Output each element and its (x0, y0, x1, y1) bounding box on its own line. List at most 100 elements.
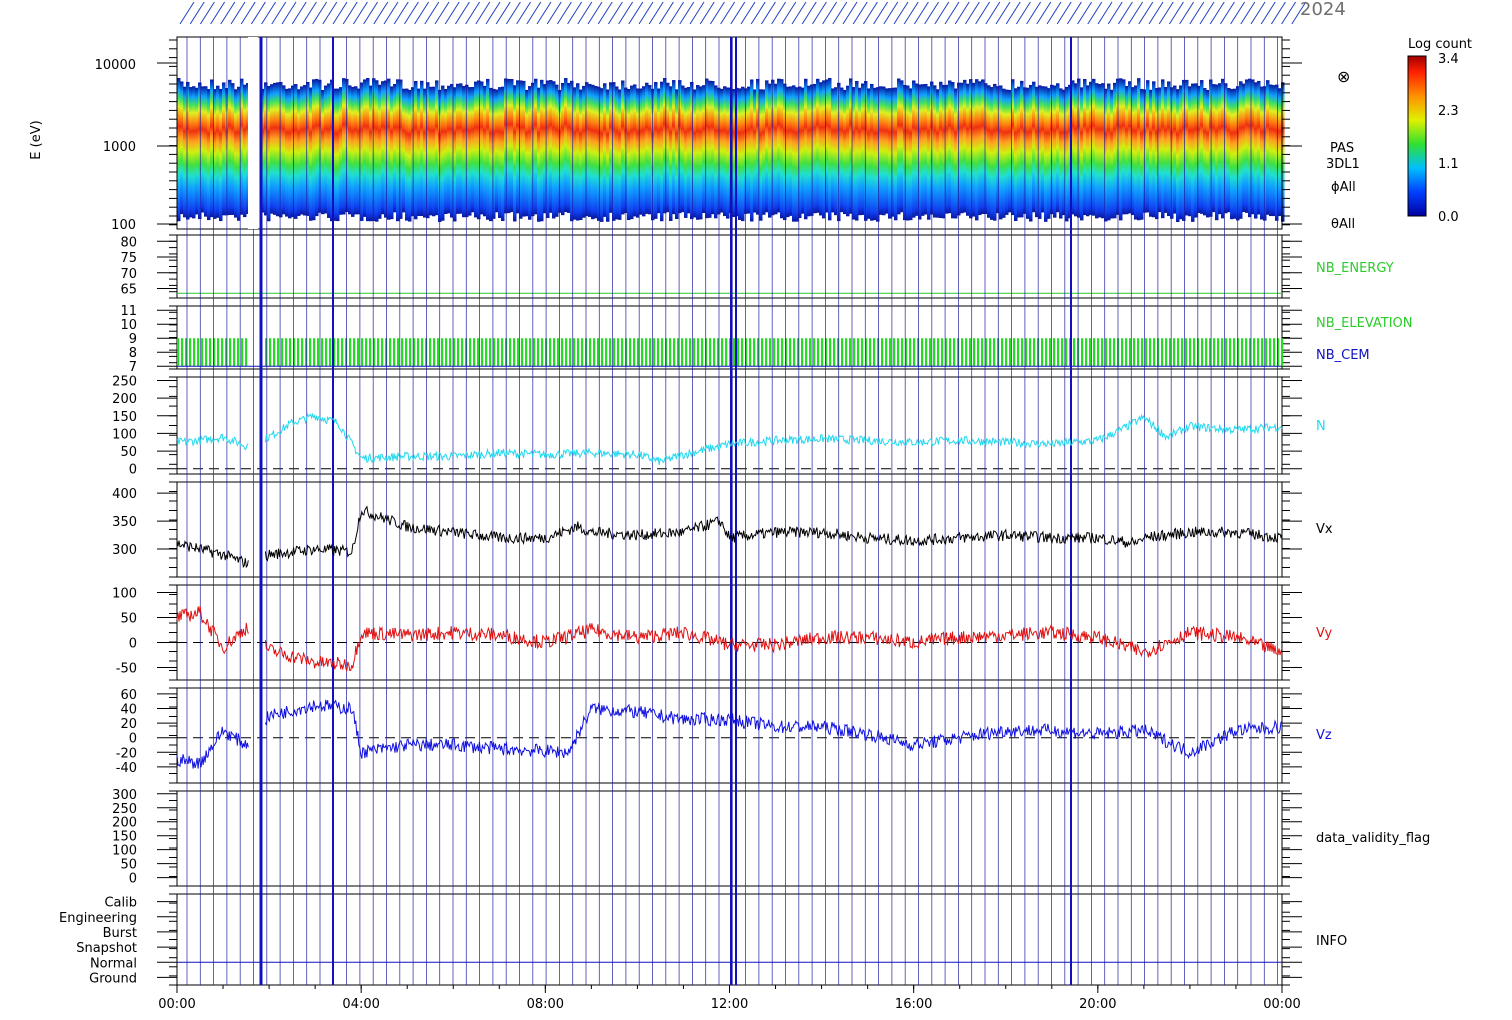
spectrogram-column (954, 88, 958, 219)
spectrogram-column (1170, 87, 1174, 219)
spectrogram-column (555, 84, 559, 217)
spectrogram-column (357, 88, 361, 215)
nb-elevation-bar (709, 338, 712, 367)
spectrogram-column (387, 78, 391, 220)
spectrogram-column (1152, 81, 1156, 218)
spectrogram-column (750, 79, 754, 222)
spectrogram-column (1059, 88, 1063, 219)
nb-elevation-bar (921, 338, 924, 367)
colorbar-title: Log count (1408, 37, 1472, 52)
spectrogram-column (732, 89, 736, 218)
spectrogram-column (783, 83, 787, 221)
header-slash (944, 1, 960, 25)
header-slash (750, 1, 766, 25)
spectrogram-column (621, 80, 625, 215)
nb-elevation-bar (661, 338, 664, 367)
nb-elevation-bar (1121, 338, 1124, 367)
nb-elevation-bar (941, 338, 944, 367)
nb-elevation-bar (449, 338, 452, 367)
spectrogram-column (405, 88, 409, 221)
header-slash (658, 1, 674, 25)
nb-elevation-bar (929, 338, 932, 367)
header-slash (954, 1, 970, 25)
spectrogram-column (1038, 85, 1042, 219)
nb-elevation-bar (285, 338, 288, 367)
spectrogram-column (615, 86, 619, 220)
header-slash (1209, 1, 1225, 25)
x-tick-label: 12:00 (711, 997, 748, 1012)
nb-elevation-bar (1269, 338, 1272, 367)
header-slash (485, 1, 501, 25)
spectrogram-column (1110, 89, 1114, 219)
nb-elevation-bar (1125, 338, 1128, 367)
nb-elevation-bar (1181, 338, 1184, 367)
nb-elevation-bar (393, 338, 396, 367)
nb-elevation-bar (413, 338, 416, 367)
spectrogram-column (204, 86, 208, 217)
spectrogram-column (1017, 86, 1021, 218)
nb-elevation-bar (1185, 338, 1188, 367)
header-slash (363, 1, 379, 25)
spectrogram-column (858, 87, 862, 216)
spectrogram-column (333, 88, 337, 221)
colorbar: Log count 3.4 2.3 1.1 0.0 (1407, 37, 1472, 225)
spectrogram-column (672, 80, 676, 215)
spectrogram-column (1176, 89, 1180, 222)
spectrogram-column (1254, 82, 1258, 219)
spectrogram-column (360, 82, 364, 221)
nb-elevation-bar (1189, 338, 1192, 367)
spectrogram-column (918, 84, 922, 220)
spectrogram-column (1068, 84, 1072, 219)
n-label: N (1316, 419, 1326, 434)
header-slash (271, 1, 287, 25)
spectrogram-column (1086, 85, 1090, 217)
spectrogram-column (690, 81, 694, 220)
header-slash (1015, 1, 1031, 25)
spectrogram-column (756, 78, 760, 215)
spectrogram-column (1098, 84, 1102, 218)
nb-elevation-bar (1089, 338, 1092, 367)
nb-elevation-bar (1169, 338, 1172, 367)
nb-elevation-bar (521, 338, 524, 367)
nb-elevation-bar (893, 338, 896, 367)
spectrogram-column (486, 78, 490, 220)
vz-label: Vz (1316, 728, 1332, 743)
spectrogram-column (675, 89, 679, 219)
spectrogram-column (534, 78, 538, 215)
spectrogram-column (417, 88, 421, 216)
nb-elevation-bar (697, 338, 700, 367)
header-slash (546, 1, 562, 25)
spectrogram-column (471, 87, 475, 213)
vy-label: Vy (1316, 626, 1333, 641)
spectrogram-column (267, 85, 271, 222)
nb-elevation-bar (885, 338, 888, 367)
spectrogram-column (351, 86, 355, 217)
nb-elevation-bar (857, 338, 860, 367)
spectrogram-column (195, 87, 199, 215)
nb-elevation-bar (861, 338, 864, 367)
nb-elevation-bar (753, 338, 756, 367)
spectrogram-column (1095, 83, 1099, 219)
spectrogram-column (246, 83, 250, 214)
spectrogram-column (630, 85, 634, 220)
spectrogram-column (1260, 86, 1264, 220)
nb-elevation-bar (717, 338, 720, 367)
header-slash (1005, 1, 1021, 25)
panel-frames (157, 39, 1302, 986)
spectrogram-column (429, 86, 433, 216)
spectrogram-column (546, 80, 550, 219)
spectrogram-column (507, 78, 511, 214)
spectrogram-column (1146, 80, 1150, 213)
header-slash (505, 1, 521, 25)
spectrogram-column (681, 85, 685, 213)
spectrogram-column (825, 79, 829, 213)
spectrogram-column (969, 79, 973, 219)
spectrogram-column (771, 79, 775, 216)
series-vy-line (176, 606, 1283, 672)
spectrogram-column (444, 89, 448, 214)
spectrogram-column (465, 84, 469, 218)
nb-elevation-bar (1081, 338, 1084, 367)
spectrogram-label-3dl1: 3DL1 (1326, 157, 1360, 172)
spectrogram-column (642, 86, 646, 217)
info-tick-label: Calib (104, 896, 137, 911)
